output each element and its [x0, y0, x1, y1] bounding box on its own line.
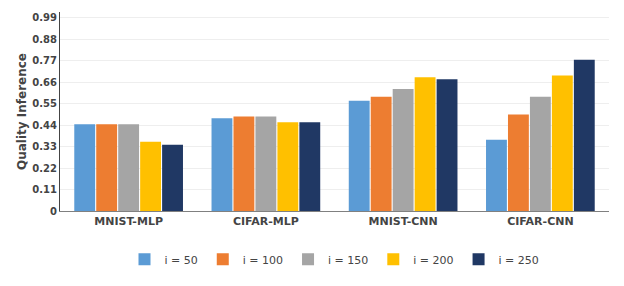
svg-text:0.33: 0.33	[32, 141, 57, 152]
svg-text:MNIST-MLP: MNIST-MLP	[94, 215, 163, 228]
svg-text:i = 50: i = 50	[165, 254, 198, 267]
svg-text:i = 150: i = 150	[328, 254, 368, 267]
svg-text:0.44: 0.44	[32, 120, 57, 131]
svg-text:i = 250: i = 250	[499, 254, 539, 267]
svg-text:Quality Inference: Quality Inference	[15, 53, 29, 170]
svg-text:CIFAR-CNN: CIFAR-CNN	[507, 215, 573, 228]
svg-text:0.77: 0.77	[32, 55, 57, 66]
svg-text:i = 200: i = 200	[413, 254, 453, 267]
svg-text:0.11: 0.11	[32, 184, 57, 195]
svg-text:i = 100: i = 100	[243, 254, 283, 267]
svg-text:0.66: 0.66	[32, 77, 57, 88]
svg-text:MNIST-CNN: MNIST-CNN	[369, 215, 438, 228]
svg-text:0.22: 0.22	[32, 163, 57, 174]
svg-text:0.99: 0.99	[32, 12, 57, 23]
svg-text:0: 0	[50, 206, 57, 217]
svg-text:0.88: 0.88	[32, 34, 57, 45]
svg-text:CIFAR-MLP: CIFAR-MLP	[233, 215, 299, 228]
svg-text:0.55: 0.55	[32, 98, 57, 109]
